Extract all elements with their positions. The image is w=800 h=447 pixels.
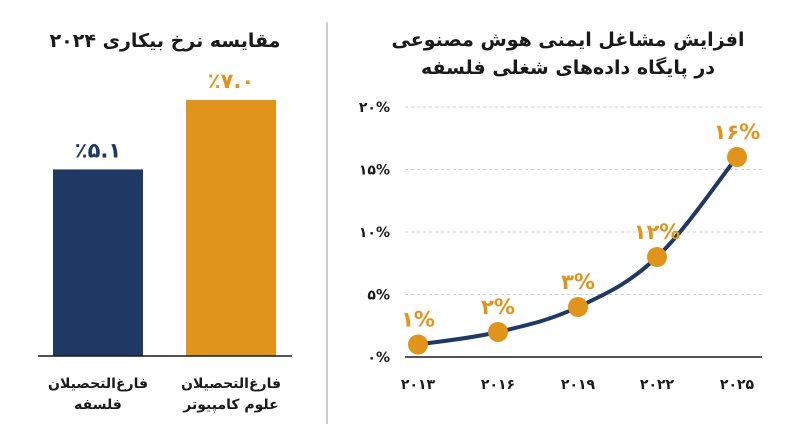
bar-category-label-0-line-1: فارغ‌التحصیلان [48, 376, 148, 392]
y-tick-label-2: ۱۰% [359, 225, 390, 241]
bar-chart-bars: ٪۵.۱ فارغ‌التحصیلان فلسفه ٪۷.۰ فارغ‌التحصیلا… [48, 69, 281, 413]
data-point-2 [568, 297, 588, 317]
x-tick-label-0: ۲۰۱۳ [401, 377, 436, 393]
data-point-label-4: ۱۶% [714, 120, 761, 144]
bar-category-label-1-line-1: فارغ‌التحصیلان [181, 376, 281, 392]
data-point-4 [727, 147, 747, 167]
data-point-label-2: ۳% [561, 270, 595, 294]
bar-category-label-1-line-2: علوم کامپیوتر [182, 397, 278, 413]
y-tick-label-3: ۱۵% [359, 163, 390, 179]
line-chart-title-line-1: افزایش مشاغل ایمنی هوش مصنوعی [392, 29, 745, 51]
bar-0 [53, 169, 143, 356]
bar-value-label-1: ٪۷.۰ [208, 69, 254, 93]
data-point-label-1: ۲% [481, 295, 515, 319]
bar-category-label-0-line-2: فلسفه [74, 397, 122, 413]
line-chart-grid [405, 106, 762, 358]
x-tick-label-3: ۲۰۲۲ [640, 377, 675, 393]
bar-value-label-0: ٪۵.۱ [75, 138, 121, 162]
data-point-label-3: ۱۲% [634, 220, 681, 244]
line-chart-x-axis: ۲۰۱۳ ۲۰۱۶ ۲۰۱۹ ۲۰۲۲ ۲۰۲۵ [401, 377, 755, 393]
y-tick-label-4: ۲۰% [359, 100, 390, 116]
bar-chart: مقایسه نرخ بیکاری ۲۰۲۴ ٪۵.۱ فارغ‌التحصیلا… [38, 30, 292, 413]
data-point-0 [408, 334, 428, 355]
line-chart-y-axis: ۰% ۵% ۱۰% ۱۵% ۲۰% [359, 100, 390, 366]
line-chart: افزایش مشاغل ایمنی هوش مصنوعی در پایگاه … [359, 29, 762, 393]
y-tick-label-0: ۰% [367, 350, 390, 366]
data-point-3 [647, 247, 667, 267]
data-point-label-0: ۱% [401, 308, 435, 332]
bar-1 [186, 99, 276, 356]
line-series-points [408, 147, 747, 355]
y-tick-label-1: ۵% [367, 288, 390, 304]
line-chart-title-line-2: در پایگاه داده‌های شغلی فلسفه [421, 56, 715, 79]
x-tick-label-4: ۲۰۲۵ [720, 377, 755, 393]
x-tick-label-2: ۲۰۱۹ [561, 377, 596, 393]
x-tick-label-1: ۲۰۱۶ [481, 377, 515, 393]
bar-chart-title: مقایسه نرخ بیکاری ۲۰۲۴ [50, 30, 281, 52]
data-point-1 [488, 322, 508, 342]
line-series-labels: ۱% ۲% ۳% ۱۲% ۱۶% [401, 120, 760, 332]
